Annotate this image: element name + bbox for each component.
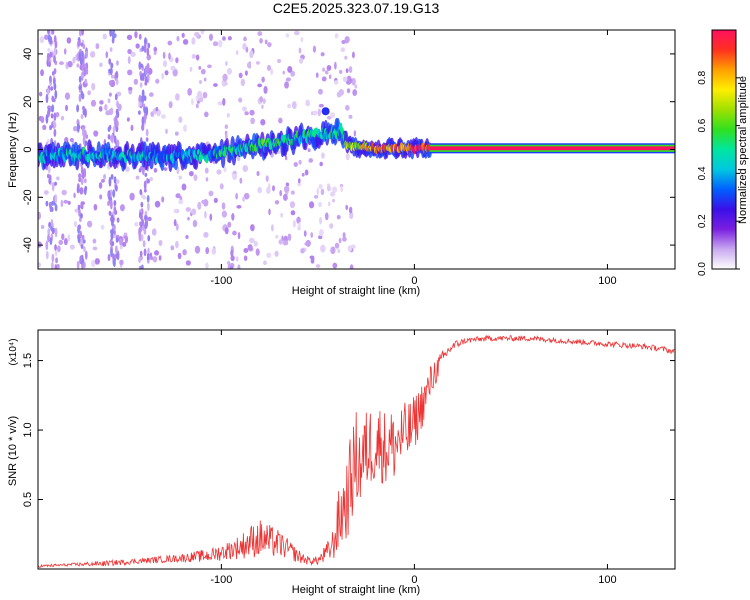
heatmap-y-tick-label: 40: [22, 48, 34, 60]
heatmap-axes: -100 0 100 -40 -20 0 20 40: [22, 30, 675, 287]
colorbar-tick-label: 0.2: [697, 214, 708, 228]
heatmap-x-tick-label: 100: [598, 275, 616, 287]
snr-y-axis-label: SNR (10 * v/v): [7, 416, 19, 486]
heatmap-y-tick-label: -40: [22, 237, 34, 253]
figure-title: C2E5.2025.323.07.19.G13: [273, 0, 440, 16]
snr-x-axis-label: Height of straight line (km): [292, 584, 420, 596]
snr-axes: -100 0 100 0.5 1.0 1.5: [22, 330, 675, 586]
heatmap-x-tick-label: 0: [411, 275, 417, 287]
heatmap-y-axis-label: Frequency (Hz): [7, 112, 19, 188]
colorbar-tick-label: 0.8: [697, 70, 708, 84]
heatmap-spot: [321, 107, 330, 116]
snr-frame: [37, 329, 676, 570]
colorbar-label: Normalized spectral amplitude: [737, 76, 749, 224]
heatmap-y-tick-label: -20: [22, 189, 34, 205]
snr-y-tick-label: 1.5: [22, 353, 34, 368]
colorbar-gradient: [712, 30, 736, 269]
snr-x-tick-label: 0: [411, 574, 417, 586]
snr-series-line: [38, 334, 675, 568]
colorbar-frame: [711, 29, 737, 270]
snr-y-tick-label: 1.0: [22, 422, 34, 437]
heatmap-noise-speckles: [38, 30, 358, 269]
snr-y-tick-label: 0.5: [22, 492, 34, 507]
colorbar-tick-label: 0.4: [697, 166, 708, 180]
heatmap-y-tick-label: 0: [22, 146, 34, 152]
colorbar-tick-label: 0.0: [697, 262, 708, 276]
colorbar-tick-label: 0.6: [697, 118, 708, 132]
heatmap-panel: -100 0 100 -40 -20 0 20 40 Height of straight l…: [7, 29, 676, 297]
heatmap-y-tick-label: 20: [22, 96, 34, 108]
colorbar-ticks: 0.0 0.2 0.4 0.6 0.8: [697, 70, 740, 276]
snr-x-tick-label: 100: [598, 574, 616, 586]
heatmap-x-axis-label: Height of straight line (km): [292, 285, 420, 297]
heatmap-plot-area: [38, 30, 675, 269]
snr-panel: -100 0 100 0.5 1.0 1.5 Height of straight lin…: [7, 329, 676, 596]
heatmap-x-tick-label: -100: [210, 275, 232, 287]
heatmap-carrier-line: [429, 143, 675, 154]
snr-x-tick-label: -100: [210, 574, 232, 586]
colorbar: 0.0 0.2 0.4 0.6 0.8 Normalized spectral ampl…: [697, 29, 749, 276]
snr-y-multiplier: (x10⁴): [8, 338, 19, 365]
heatmap-ridge: [38, 107, 433, 172]
